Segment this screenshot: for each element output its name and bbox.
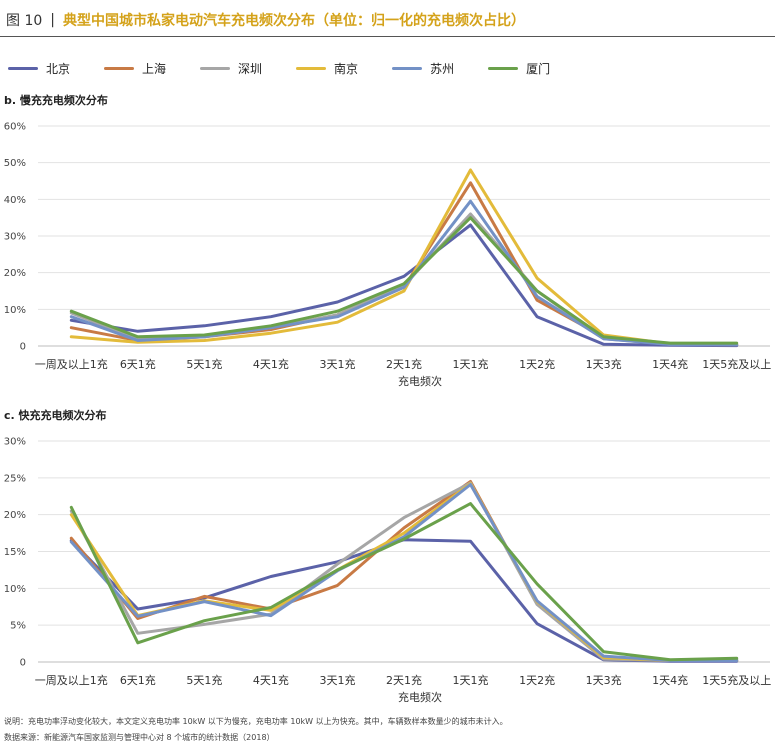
series-line-xiamen	[69, 216, 739, 345]
x-tick-label: 1天2充	[519, 673, 555, 687]
x-axis-label: 充电频次	[398, 374, 442, 388]
legend-item-shanghai: 上海	[104, 60, 166, 77]
legend-swatch-xiamen	[488, 67, 519, 70]
y-tick-label: 60%	[4, 122, 26, 133]
header-rule	[0, 36, 775, 37]
x-tick-label: 1天5充及以上	[702, 673, 771, 687]
series-line-shanghai	[69, 480, 739, 662]
series-line-nanjing	[69, 168, 739, 346]
y-tick-label: 15%	[4, 547, 26, 558]
x-tick-label: 1天2充	[519, 357, 555, 371]
y-tick-label: 0	[20, 342, 26, 353]
x-tick-label: 一周及以上1充	[35, 357, 108, 371]
legend-swatch-suzhou	[392, 67, 423, 70]
y-tick-label: 20%	[4, 268, 26, 279]
x-axis-label: 充电频次	[398, 690, 442, 704]
x-tick-label: 一周及以上1充	[35, 673, 108, 687]
chart-2: c. 快充充电频次分布 0 5% 10% 15% 20% 25% 30% 一周及以上1充 6天1充…	[4, 408, 771, 704]
legend-item-xiamen: 厦门	[488, 60, 550, 77]
series-line-beijing	[69, 538, 739, 663]
header-separator: |	[50, 12, 55, 28]
legend-item-beijing: 北京	[8, 60, 70, 77]
explanation-note: 说明：充电功率浮动变化较大，本文定义充电功率 10kW 以下为慢充，充电功率 1…	[4, 717, 508, 726]
figure-header: 图 10 | 典型中国城市私家电动汽车充电频次分布（单位：归一化的充电频次占比）	[6, 8, 525, 32]
legend-label-beijing: 北京	[46, 62, 71, 76]
figure-number: 图 10	[6, 13, 43, 29]
x-tick-label: 3天1充	[319, 673, 355, 687]
legend-swatch-nanjing	[296, 67, 327, 70]
legend-swatch-shanghai	[104, 67, 135, 70]
x-tick-label: 1天4充	[652, 357, 688, 371]
legend-label-shenzhen: 深圳	[238, 62, 263, 76]
x-tick-label: 6天1充	[120, 673, 156, 687]
x-tick-label: 4天1充	[253, 673, 289, 687]
y-tick-label: 50%	[4, 158, 26, 169]
legend-item-shenzhen: 深圳	[200, 60, 262, 77]
x-tick-label: 2天1充	[386, 673, 422, 687]
x-tick-label: 1天3充	[586, 673, 622, 687]
x-tick-label: 4天1充	[253, 357, 289, 371]
chart-1: b. 慢充充电频次分布 0 10% 20% 30% 40% 50% 60% 一周及以上1充 6天1…	[4, 93, 771, 388]
y-tick-label: 0	[20, 658, 26, 669]
series-line-shanghai	[69, 181, 739, 347]
x-tick-label: 5天1充	[186, 357, 222, 371]
series-line-suzhou	[69, 199, 739, 347]
legend-item-nanjing: 南京	[296, 60, 358, 77]
chart-title: b. 慢充充电频次分布	[4, 93, 108, 107]
legend-swatch-beijing	[8, 67, 38, 70]
series-line-xiamen	[69, 502, 739, 662]
y-tick-label: 20%	[4, 510, 26, 521]
x-tick-label: 3天1充	[319, 357, 355, 371]
source-note: 数据来源：新能源汽车国家监测与管理中心对 8 个城市的统计数据（2018）	[4, 733, 275, 742]
series-line-shenzhen	[69, 481, 739, 662]
figure-title: 典型中国城市私家电动汽车充电频次分布（单位：归一化的充电频次占比）	[62, 13, 525, 29]
y-tick-label: 10%	[4, 584, 26, 595]
x-tick-label: 1天5充及以上	[702, 357, 771, 371]
x-tick-label: 1天3充	[586, 357, 622, 371]
y-tick-label: 5%	[10, 621, 26, 632]
y-tick-label: 10%	[4, 305, 26, 316]
y-tick-label: 40%	[4, 195, 26, 206]
legend-swatch-shenzhen	[200, 67, 231, 70]
legend: 北京 上海 深圳 南京 苏州 厦门	[8, 60, 584, 77]
legend-label-suzhou: 苏州	[430, 62, 455, 76]
x-tick-label: 6天1充	[120, 357, 156, 371]
y-tick-label: 25%	[4, 473, 26, 484]
series-line-nanjing	[69, 482, 739, 662]
series-line-beijing	[69, 223, 739, 348]
x-tick-label: 1天1充	[453, 357, 489, 371]
y-tick-label: 30%	[4, 232, 26, 243]
legend-item-suzhou: 苏州	[392, 60, 454, 77]
x-tick-label: 5天1充	[186, 673, 222, 687]
y-tick-label: 30%	[4, 437, 26, 448]
series-line-suzhou	[69, 483, 739, 662]
legend-label-xiamen: 厦门	[526, 62, 551, 76]
series-line-shenzhen	[69, 212, 739, 346]
x-tick-label: 1天4充	[652, 673, 688, 687]
legend-label-shanghai: 上海	[142, 62, 167, 76]
x-tick-label: 1天1充	[453, 673, 489, 687]
chart-title: c. 快充充电频次分布	[4, 408, 107, 422]
x-tick-label: 2天1充	[386, 357, 422, 371]
legend-label-nanjing: 南京	[334, 62, 359, 76]
